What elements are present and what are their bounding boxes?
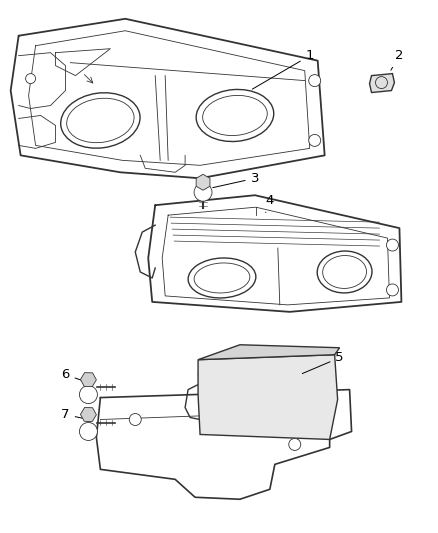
Text: 7: 7: [61, 408, 86, 421]
Circle shape: [79, 423, 97, 440]
Circle shape: [309, 75, 321, 86]
Circle shape: [309, 134, 321, 147]
Ellipse shape: [61, 93, 140, 148]
Polygon shape: [198, 355, 338, 439]
Circle shape: [289, 439, 301, 450]
Text: 4: 4: [266, 193, 274, 213]
Text: 2: 2: [391, 49, 404, 70]
Ellipse shape: [188, 258, 256, 298]
Circle shape: [194, 183, 212, 201]
Text: 5: 5: [302, 351, 344, 374]
Text: 6: 6: [61, 368, 86, 382]
Text: 1: 1: [252, 49, 314, 89]
Circle shape: [25, 74, 35, 84]
Circle shape: [386, 239, 399, 251]
Polygon shape: [370, 74, 395, 93]
Polygon shape: [198, 345, 339, 360]
Text: 3: 3: [213, 172, 259, 188]
Ellipse shape: [317, 251, 372, 293]
Ellipse shape: [196, 90, 274, 142]
Circle shape: [386, 284, 399, 296]
Circle shape: [79, 385, 97, 403]
Circle shape: [129, 414, 141, 425]
